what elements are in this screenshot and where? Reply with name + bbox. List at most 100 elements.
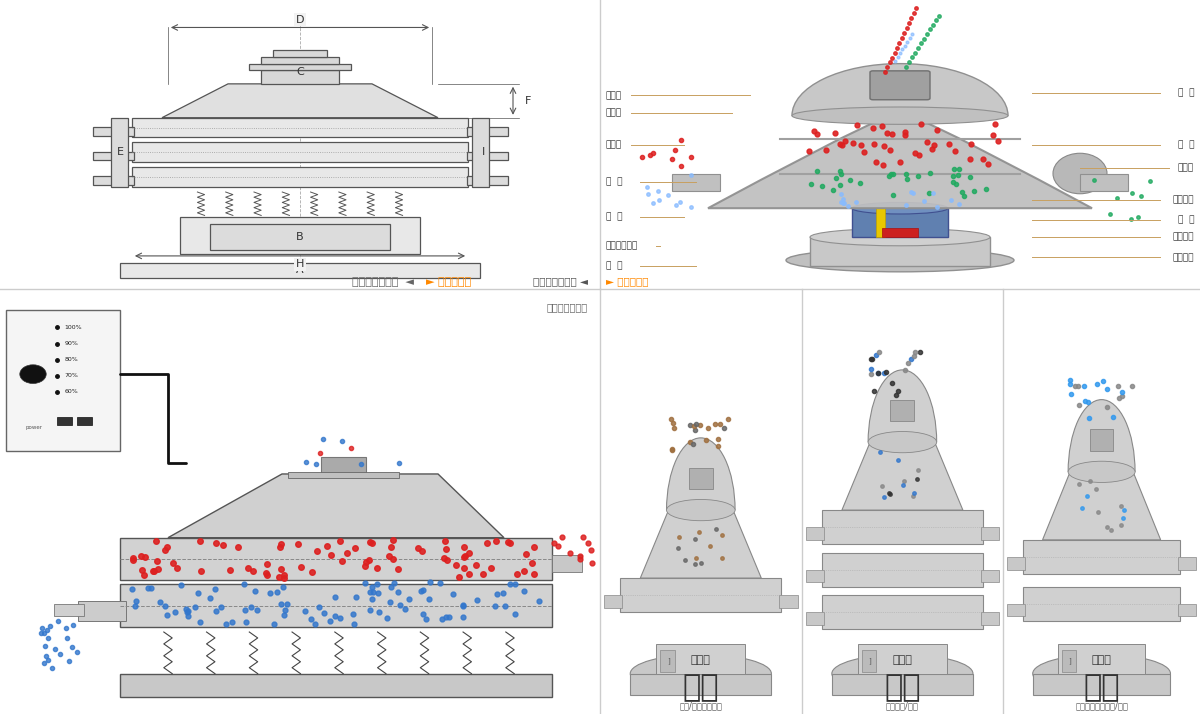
Text: 外形尺寸示意图 ◄: 外形尺寸示意图 ◄: [533, 276, 588, 286]
Text: 弹  簧: 弹 簧: [606, 212, 623, 221]
FancyBboxPatch shape: [120, 585, 552, 627]
FancyBboxPatch shape: [94, 176, 134, 185]
FancyBboxPatch shape: [660, 650, 674, 671]
Text: F: F: [526, 96, 532, 106]
Ellipse shape: [1054, 154, 1108, 193]
Ellipse shape: [792, 107, 1008, 124]
Polygon shape: [168, 474, 504, 538]
FancyBboxPatch shape: [630, 673, 772, 695]
FancyBboxPatch shape: [870, 71, 930, 100]
Polygon shape: [842, 442, 962, 510]
FancyBboxPatch shape: [982, 612, 1000, 625]
FancyBboxPatch shape: [262, 70, 338, 84]
FancyBboxPatch shape: [288, 472, 398, 478]
FancyBboxPatch shape: [1062, 650, 1076, 671]
Ellipse shape: [786, 248, 1014, 272]
Polygon shape: [162, 84, 438, 118]
Text: 60%: 60%: [65, 389, 78, 394]
Text: 出料口: 出料口: [606, 140, 622, 149]
FancyBboxPatch shape: [54, 603, 84, 616]
Text: 100%: 100%: [65, 325, 83, 330]
Text: 分级: 分级: [683, 673, 719, 703]
Text: 网  架: 网 架: [1177, 140, 1194, 149]
Ellipse shape: [810, 228, 990, 246]
FancyBboxPatch shape: [982, 570, 1000, 583]
FancyBboxPatch shape: [132, 118, 468, 137]
FancyBboxPatch shape: [604, 595, 622, 608]
Text: 下部重锤: 下部重锤: [1172, 253, 1194, 262]
FancyBboxPatch shape: [1022, 540, 1181, 574]
FancyBboxPatch shape: [656, 644, 745, 673]
FancyBboxPatch shape: [1033, 673, 1170, 695]
Wedge shape: [666, 438, 736, 510]
Text: 过滤: 过滤: [884, 673, 920, 703]
FancyBboxPatch shape: [1007, 557, 1025, 570]
Text: E: E: [116, 147, 124, 157]
Text: 束  环: 束 环: [606, 178, 623, 186]
Ellipse shape: [868, 431, 937, 453]
Text: 70%: 70%: [65, 373, 79, 378]
FancyBboxPatch shape: [780, 595, 798, 608]
FancyBboxPatch shape: [120, 538, 552, 580]
Text: power: power: [25, 425, 42, 430]
FancyBboxPatch shape: [467, 176, 508, 185]
FancyBboxPatch shape: [1178, 557, 1196, 570]
FancyBboxPatch shape: [132, 142, 468, 162]
Text: ► 结构示意图: ► 结构示意图: [606, 276, 648, 286]
Text: 防尘盖: 防尘盖: [606, 109, 622, 117]
FancyBboxPatch shape: [552, 555, 582, 572]
FancyBboxPatch shape: [58, 418, 72, 425]
Text: B: B: [296, 232, 304, 242]
FancyBboxPatch shape: [132, 167, 468, 186]
FancyBboxPatch shape: [672, 174, 720, 191]
Ellipse shape: [1068, 461, 1135, 483]
Text: ]: ]: [1069, 658, 1072, 664]
FancyBboxPatch shape: [620, 578, 781, 612]
FancyBboxPatch shape: [852, 208, 948, 237]
FancyBboxPatch shape: [1090, 429, 1114, 451]
Text: 90%: 90%: [65, 341, 79, 346]
Text: 颗粒/粉末准确分级: 颗粒/粉末准确分级: [679, 701, 722, 710]
FancyBboxPatch shape: [805, 612, 823, 625]
Text: C: C: [296, 67, 304, 77]
FancyBboxPatch shape: [805, 527, 823, 540]
FancyBboxPatch shape: [274, 50, 326, 57]
FancyBboxPatch shape: [322, 457, 366, 474]
Text: 双层式: 双层式: [1092, 655, 1111, 665]
FancyBboxPatch shape: [882, 228, 918, 237]
FancyBboxPatch shape: [77, 418, 91, 425]
Ellipse shape: [832, 655, 973, 693]
FancyBboxPatch shape: [805, 570, 823, 583]
Text: ► 结构示意图: ► 结构示意图: [426, 277, 472, 287]
Text: 运输固定螺栓: 运输固定螺栓: [606, 241, 638, 251]
FancyBboxPatch shape: [810, 237, 990, 266]
FancyBboxPatch shape: [862, 650, 876, 671]
FancyBboxPatch shape: [467, 152, 508, 161]
FancyBboxPatch shape: [1080, 174, 1128, 191]
Text: 去除液体中的颗粒/异物: 去除液体中的颗粒/异物: [1075, 701, 1128, 710]
FancyBboxPatch shape: [858, 644, 947, 673]
Text: ]: ]: [667, 658, 670, 664]
Text: 筛  盘: 筛 盘: [1177, 215, 1194, 224]
FancyBboxPatch shape: [890, 400, 914, 421]
Text: 80%: 80%: [65, 357, 78, 362]
Ellipse shape: [666, 500, 736, 521]
FancyBboxPatch shape: [822, 595, 983, 629]
FancyBboxPatch shape: [250, 64, 352, 70]
Polygon shape: [1043, 472, 1160, 540]
Text: D: D: [295, 14, 305, 24]
FancyBboxPatch shape: [822, 553, 983, 587]
Text: ]: ]: [869, 658, 871, 664]
FancyBboxPatch shape: [689, 468, 713, 489]
Wedge shape: [868, 370, 937, 442]
Text: 外形尺寸示意图  ◄: 外形尺寸示意图 ◄: [352, 277, 414, 287]
Text: 进料口: 进料口: [606, 91, 622, 100]
Text: 外形尺寸示意图: 外形尺寸示意图: [547, 302, 588, 312]
FancyBboxPatch shape: [822, 510, 983, 544]
Text: 加重块: 加重块: [1178, 164, 1194, 172]
FancyBboxPatch shape: [1022, 587, 1181, 620]
Polygon shape: [641, 510, 761, 578]
FancyBboxPatch shape: [94, 127, 134, 136]
FancyBboxPatch shape: [6, 311, 120, 451]
Ellipse shape: [630, 655, 772, 693]
